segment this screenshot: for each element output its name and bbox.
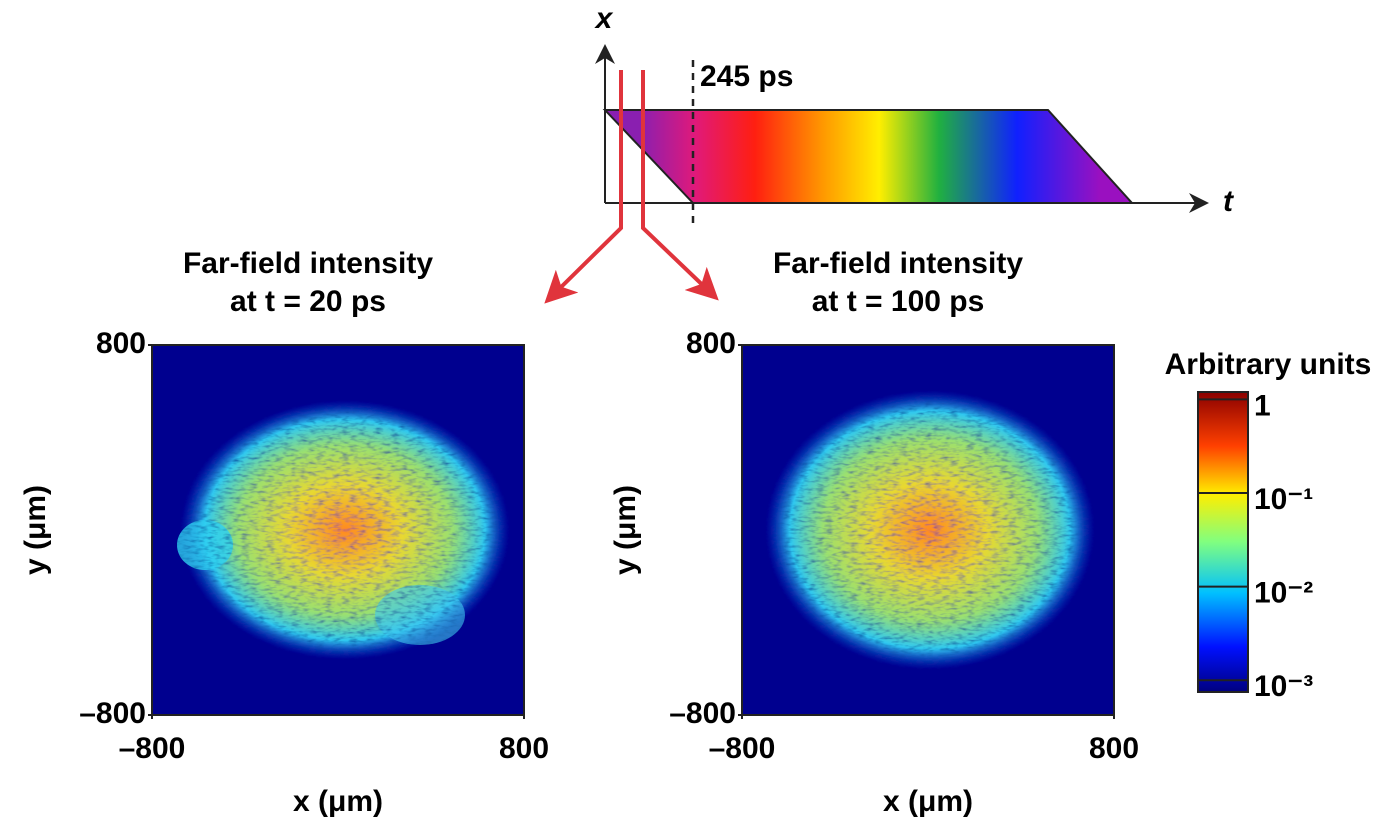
colorbar-tick-label: 10⁻¹	[1254, 483, 1313, 516]
colorbar	[1197, 391, 1249, 693]
y-tick-label: –800	[669, 697, 736, 730]
colorbar-tick-label: 1	[1254, 389, 1271, 422]
x-tick-label: –800	[709, 732, 776, 765]
chart-title: at t = 20 ps	[230, 285, 386, 318]
heatmap-image	[152, 345, 524, 715]
x-tick-label: –800	[119, 732, 186, 765]
x-axis-label: x (μm)	[293, 785, 383, 818]
colorbar-tick-label: 10⁻³	[1254, 670, 1313, 703]
y-axis-label: y (μm)	[609, 485, 642, 575]
x-tick-label: 800	[499, 732, 549, 765]
y-tick-label: 800	[96, 327, 146, 360]
x-axis-label: x (μm)	[883, 785, 973, 818]
colorbar-label: Arbitrary units	[1165, 348, 1372, 381]
pulse-diagram: x t 245 ps	[544, 2, 1235, 304]
x-tick-label: 800	[1089, 732, 1139, 765]
chart-title: at t = 100 ps	[812, 285, 985, 318]
colorbar-tick-label: 10⁻²	[1254, 577, 1313, 610]
x-axis-label: x	[594, 2, 614, 35]
pulse	[605, 110, 1132, 203]
plot-frame	[741, 344, 1115, 716]
chart-title: Far-field intensity	[183, 247, 433, 280]
y-axis-label: y (μm)	[19, 485, 52, 575]
marker-label: 245 ps	[700, 60, 793, 93]
y-tick-label: –800	[79, 697, 146, 730]
chart-title: Far-field intensity	[773, 247, 1023, 280]
plot-frame	[151, 344, 525, 716]
arrow	[544, 70, 623, 304]
t-axis-label: t	[1223, 185, 1235, 218]
heatmap-image	[742, 345, 1114, 715]
arrow	[641, 70, 719, 301]
y-tick-label: 800	[686, 327, 736, 360]
